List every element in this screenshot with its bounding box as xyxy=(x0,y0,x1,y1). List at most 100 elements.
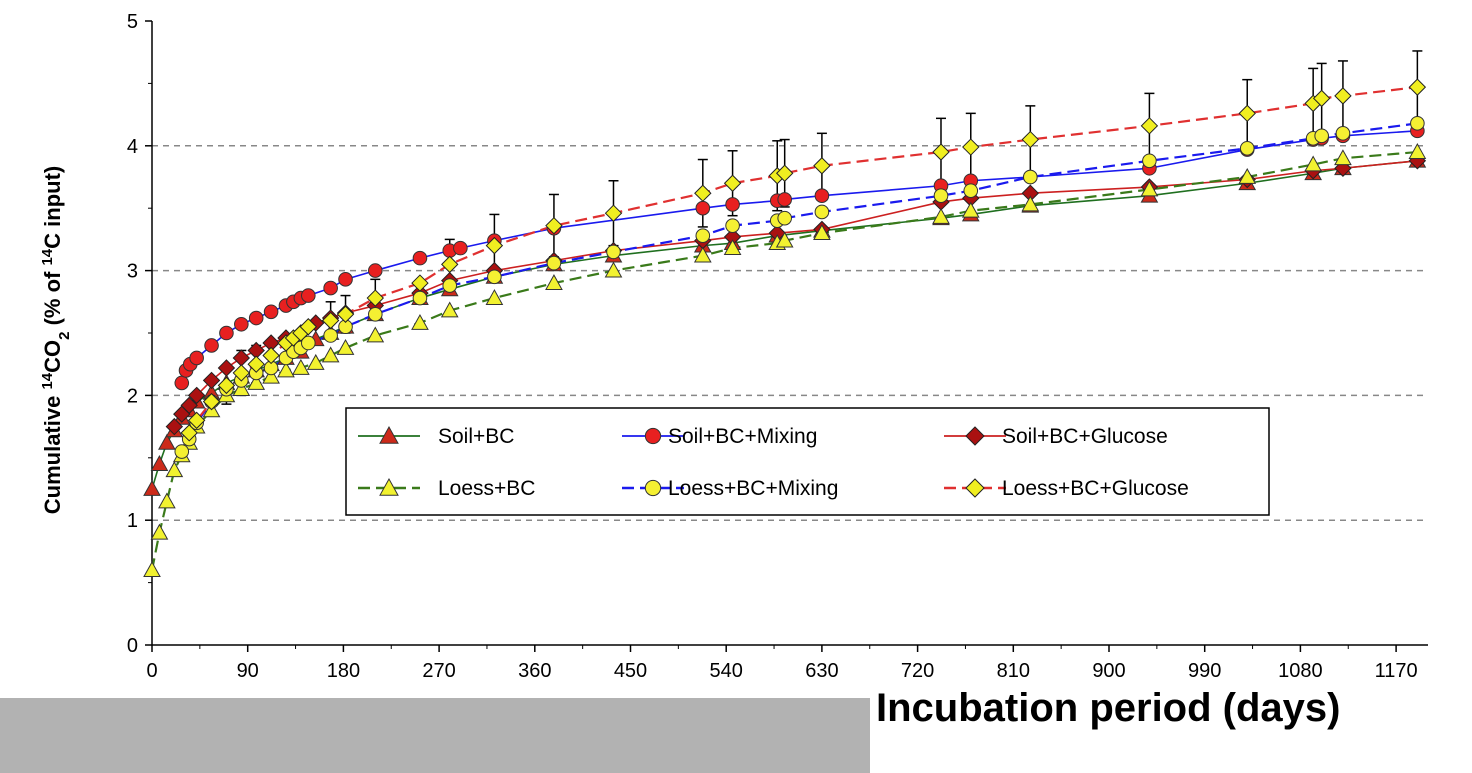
data-point xyxy=(1335,126,1351,141)
data-point xyxy=(1408,143,1427,159)
chart-svg: 0 90 180 270 360 450 540 630 720 810 900 990 1080 117… xyxy=(39,11,1428,682)
legend-swatch-marker xyxy=(379,425,399,444)
y-tick-label: 4 xyxy=(127,136,138,158)
series-line xyxy=(173,159,1418,428)
data-point xyxy=(777,192,792,207)
data-point xyxy=(1239,140,1255,156)
data-point xyxy=(813,224,831,241)
data-point xyxy=(189,350,204,366)
legend-label: Soil+BC+Mixing xyxy=(668,425,817,448)
data-point xyxy=(485,236,504,255)
data-point xyxy=(1408,78,1427,96)
legend-label: Loess+BC+Mixing xyxy=(668,477,838,500)
data-point xyxy=(174,375,190,391)
x-tick-label: 630 xyxy=(805,660,838,682)
data-point xyxy=(1314,128,1329,144)
y-tick-label: 5 xyxy=(127,11,138,33)
y-tick-label: 0 xyxy=(127,635,138,657)
data-point xyxy=(813,157,831,175)
data-point xyxy=(545,216,563,235)
data-point xyxy=(232,349,251,367)
legend-box xyxy=(345,407,1270,516)
data-point xyxy=(775,231,794,248)
data-point xyxy=(368,263,383,278)
data-point xyxy=(299,318,318,336)
data-point xyxy=(546,255,562,271)
data-point xyxy=(306,353,325,370)
gray-banner xyxy=(0,698,870,773)
legend-swatch-marker xyxy=(965,478,985,498)
data-point xyxy=(933,188,949,204)
legend-label: Loess+BC+Glucose xyxy=(1002,477,1189,500)
data-point xyxy=(441,255,459,274)
data-point xyxy=(723,239,742,256)
data-point xyxy=(165,417,184,436)
data-point xyxy=(695,200,711,216)
data-point xyxy=(1312,89,1331,108)
data-point xyxy=(932,143,950,161)
legend-swatch-marker xyxy=(379,477,399,496)
data-point xyxy=(232,364,251,382)
data-point xyxy=(263,304,279,320)
data-point xyxy=(323,328,338,343)
y-tick-label: 2 xyxy=(127,385,138,407)
data-point xyxy=(232,380,251,397)
data-point xyxy=(1334,87,1352,105)
data-point xyxy=(366,289,385,307)
data-point xyxy=(158,433,176,450)
axes xyxy=(145,20,1428,652)
x-tick-labels: 0 90 180 270 360 450 540 630 720 810 900 990 1080 117… xyxy=(146,660,1417,682)
data-point xyxy=(202,371,221,390)
data-point xyxy=(366,326,385,343)
data-point xyxy=(301,335,316,351)
data-point xyxy=(962,138,980,156)
legend-swatch-marker xyxy=(644,479,662,497)
data-point xyxy=(1238,104,1256,123)
data-point xyxy=(440,301,459,318)
series-group xyxy=(143,78,1427,578)
data-point xyxy=(1410,116,1425,131)
grid-lines xyxy=(152,145,1428,521)
x-tick-label: 180 xyxy=(327,660,360,682)
data-point xyxy=(234,316,249,332)
data-point xyxy=(412,290,428,306)
data-point xyxy=(1021,195,1040,212)
data-point xyxy=(247,355,265,373)
data-point xyxy=(1140,180,1159,197)
series-line xyxy=(180,122,1418,453)
data-point xyxy=(693,246,712,263)
legend-swatch-marker xyxy=(965,426,985,446)
x-tick-label: 450 xyxy=(614,660,647,682)
data-point xyxy=(604,261,623,278)
data-point xyxy=(604,204,623,222)
series-line xyxy=(181,130,1418,384)
data-point xyxy=(1140,117,1159,135)
data-point xyxy=(323,280,338,296)
legend-label: Soil+BC+Glucose xyxy=(1002,425,1168,448)
data-point xyxy=(545,274,563,290)
data-point xyxy=(606,244,621,260)
data-point xyxy=(1021,130,1040,149)
data-point xyxy=(301,288,316,303)
data-point xyxy=(165,461,184,478)
data-point xyxy=(1142,153,1157,169)
x-tick-label: 90 xyxy=(237,660,259,682)
x-tick-label: 990 xyxy=(1188,660,1221,682)
data-point xyxy=(158,492,176,509)
data-point xyxy=(150,455,169,471)
data-point xyxy=(814,204,830,220)
data-point xyxy=(723,174,742,192)
x-tick-label: 270 xyxy=(422,660,455,682)
data-point xyxy=(180,396,198,415)
data-point xyxy=(695,228,711,243)
data-point xyxy=(1023,169,1038,185)
data-point xyxy=(336,305,355,323)
data-point xyxy=(277,361,295,378)
data-point xyxy=(963,183,979,199)
series-line xyxy=(188,86,1418,434)
x-tick-label: 720 xyxy=(901,660,934,682)
x-axis-label: Incubation period (days) xyxy=(876,686,1341,730)
data-point xyxy=(174,444,190,459)
y-tick-label: 3 xyxy=(127,261,138,283)
data-point xyxy=(487,269,502,285)
